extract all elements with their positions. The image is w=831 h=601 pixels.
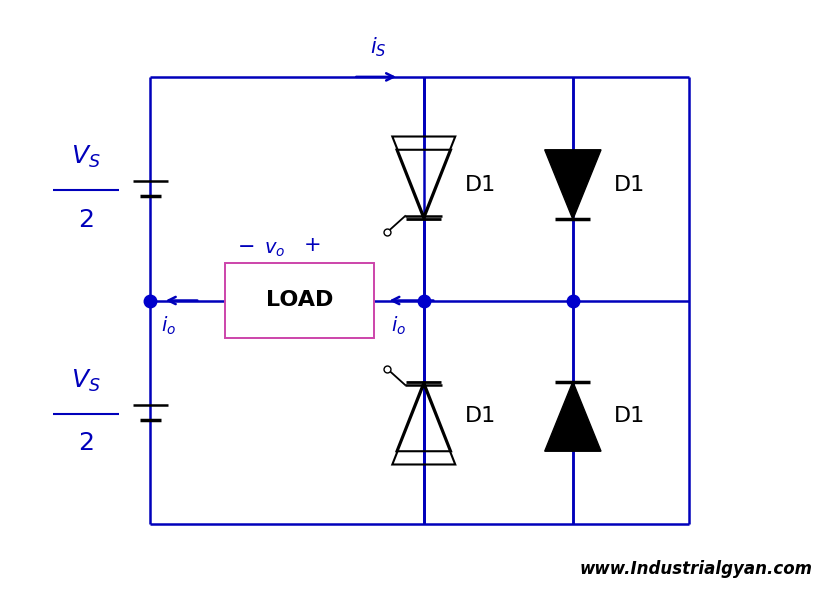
Text: www.Industrialgyan.com: www.Industrialgyan.com [580,560,813,578]
Text: $2$: $2$ [78,432,94,456]
Text: LOAD: LOAD [266,290,333,311]
Text: $V_S$: $V_S$ [71,144,101,171]
Text: $i_S$: $i_S$ [370,35,386,59]
Text: $i_o$: $i_o$ [161,315,176,337]
Text: D1: D1 [614,174,646,195]
Polygon shape [544,150,601,219]
Text: $2$: $2$ [78,208,94,232]
Text: $i_o$: $i_o$ [391,315,406,337]
Text: D1: D1 [465,174,496,195]
Text: $V_S$: $V_S$ [71,368,101,394]
Text: $-$: $-$ [238,235,254,255]
Bar [225,263,374,338]
Text: $+$: $+$ [303,235,321,255]
Polygon shape [544,382,601,451]
Text: $v_o$: $v_o$ [264,240,285,259]
Text: D1: D1 [614,406,646,427]
Text: D1: D1 [465,406,496,427]
